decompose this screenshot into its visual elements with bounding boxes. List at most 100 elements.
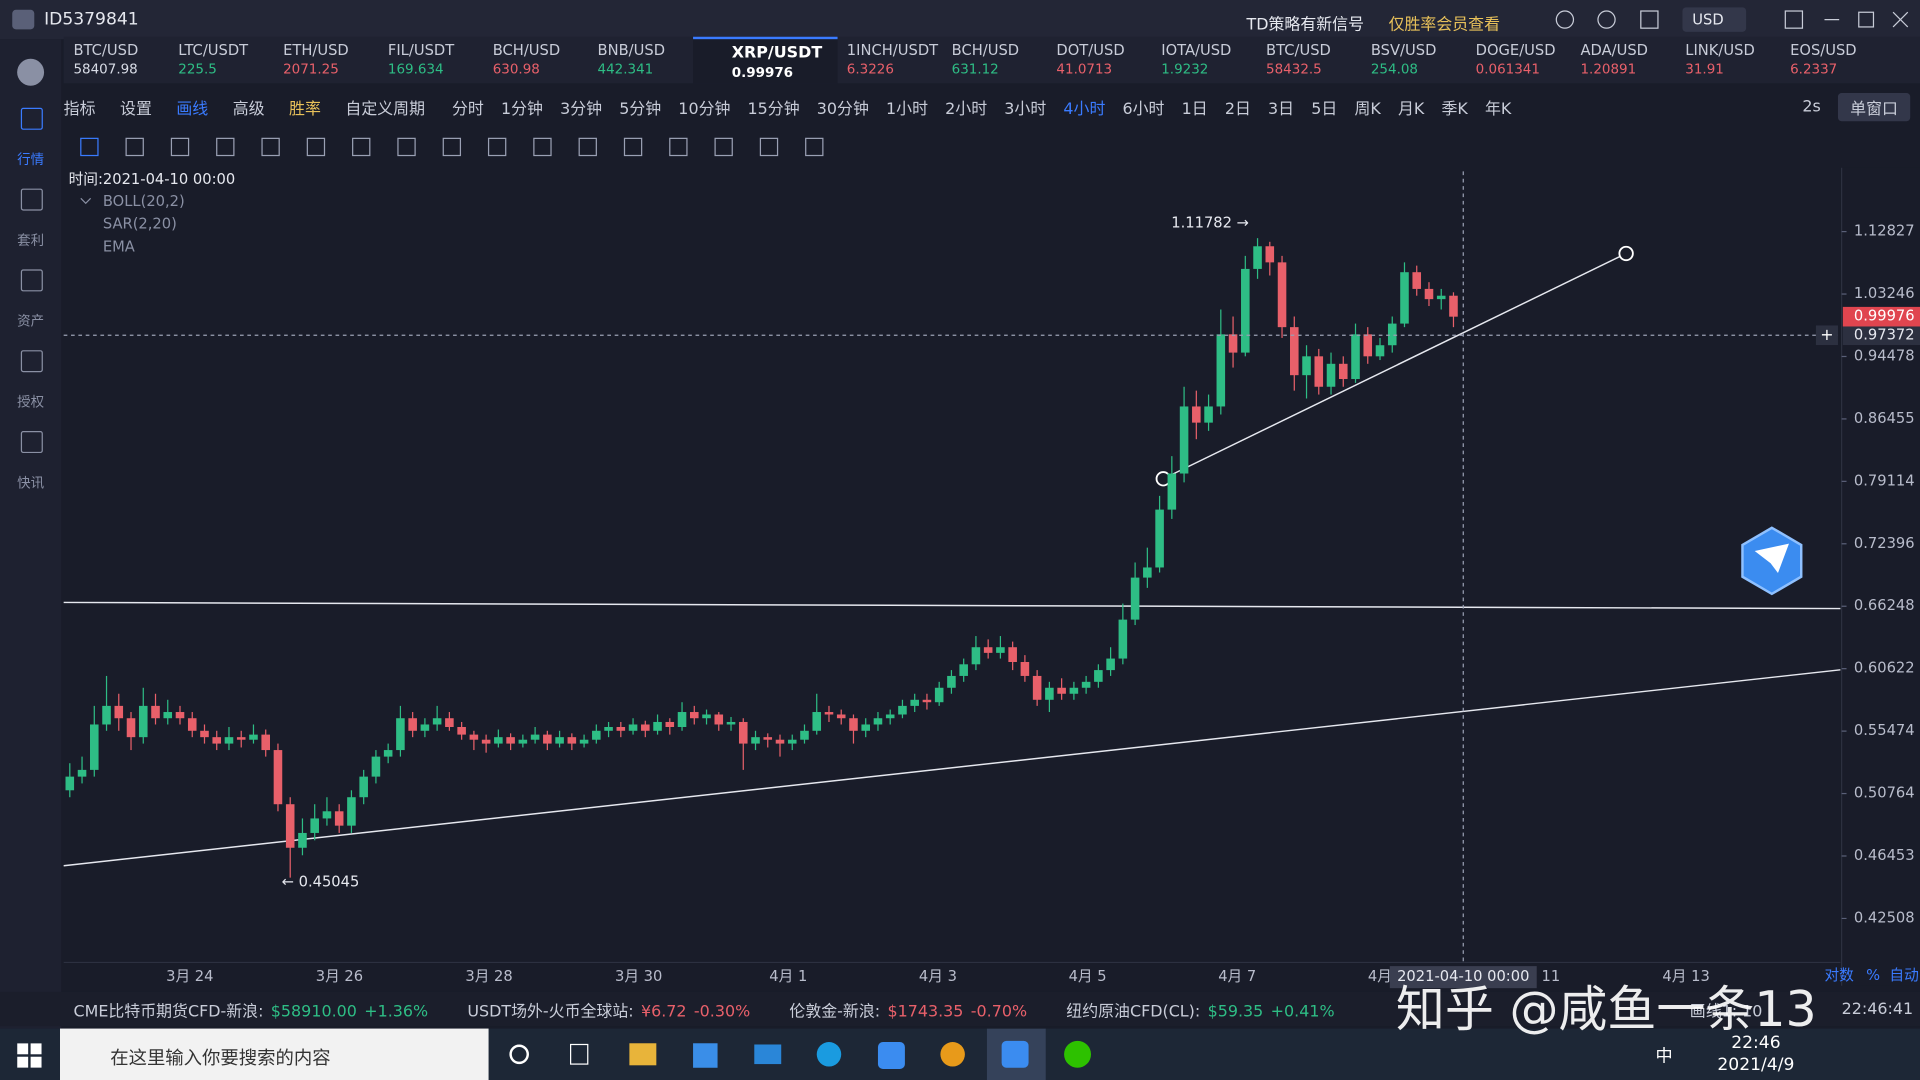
currency-select[interactable]: USD <box>1682 7 1747 32</box>
symbol-tab[interactable]: 1INCH/USDT 6.3226 <box>837 37 942 84</box>
draw-tool[interactable] <box>487 137 507 157</box>
draw-tool[interactable] <box>533 137 552 157</box>
start-button[interactable] <box>17 1043 42 1068</box>
toolbar-right-button[interactable]: 2s <box>1802 97 1821 116</box>
draw-tool[interactable] <box>578 137 597 157</box>
period-button[interactable]: 5日 <box>1311 99 1338 119</box>
close[interactable] <box>1892 11 1909 28</box>
symbol-tab[interactable]: DOT/USD 41.0713 <box>1047 37 1152 84</box>
period-button[interactable]: 3小时 <box>1004 99 1047 119</box>
search-box[interactable] <box>60 1028 489 1080</box>
symbol-tab[interactable]: FIL/USDT 169.634 <box>378 37 483 84</box>
sidebar-icon[interactable] <box>20 431 43 454</box>
add-button[interactable] <box>1815 325 1838 346</box>
draw-tool[interactable] <box>714 137 733 157</box>
toolbar-button[interactable]: 设置 <box>120 99 152 119</box>
sidebar-icon[interactable] <box>20 188 43 211</box>
symbol-tab[interactable]: LTC/USDT 225.5 <box>168 37 273 84</box>
maximize[interactable] <box>1858 11 1875 28</box>
sidebar-label[interactable]: 行情 <box>17 151 45 168</box>
collapse-icon[interactable] <box>80 197 92 205</box>
period-button[interactable]: 周K <box>1354 99 1381 119</box>
bell-icon[interactable] <box>1555 10 1575 29</box>
draw-tool[interactable] <box>125 137 144 157</box>
period-button[interactable]: 15分钟 <box>747 99 800 119</box>
toolbar-button[interactable]: 高级 <box>232 99 265 119</box>
draw-tool[interactable] <box>397 137 416 157</box>
period-button[interactable]: 30分钟 <box>816 99 869 119</box>
period-button[interactable]: 分时 <box>451 99 484 119</box>
period-button[interactable]: 1分钟 <box>500 99 543 119</box>
period-button[interactable]: 5分钟 <box>619 99 662 119</box>
sidebar-label[interactable]: 授权 <box>17 394 45 411</box>
axis-option[interactable]: 自动 <box>1889 967 1918 984</box>
draw-tool[interactable] <box>170 137 190 157</box>
axis-option[interactable]: % <box>1866 967 1880 984</box>
indicator-label[interactable]: EMA <box>103 238 135 255</box>
draw-tool[interactable] <box>352 137 371 157</box>
clock-time[interactable]: 22:46 <box>1731 1033 1781 1054</box>
period-button[interactable]: 季K <box>1441 99 1468 119</box>
symbol-tab[interactable]: BCH/USD 630.98 <box>483 37 588 84</box>
axis-option[interactable]: 对数 <box>1824 967 1854 984</box>
draw-tool[interactable] <box>442 137 462 157</box>
popout-icon[interactable] <box>1784 10 1804 29</box>
symbol-tab[interactable]: BTC/USD 58432.5 <box>1256 37 1361 84</box>
sidebar-label[interactable]: 套利 <box>17 232 45 249</box>
draw-tool[interactable] <box>669 137 688 157</box>
signal[interactable]: TD策略有新信号 <box>1246 15 1365 35</box>
draw-tool[interactable] <box>80 137 99 157</box>
symbol-tab[interactable]: XRP/USDT 0.99976 <box>692 36 838 84</box>
toolbar-button[interactable]: 画线 <box>176 99 209 119</box>
y-tick-label: 0.66248 <box>1854 597 1915 614</box>
period-button[interactable]: 2小时 <box>945 99 988 119</box>
toolbar-button[interactable]: 胜率 <box>289 99 321 119</box>
period-button[interactable]: 4小时 <box>1063 99 1106 119</box>
draw-tool[interactable] <box>261 137 280 157</box>
trendline-handle[interactable] <box>1618 245 1634 262</box>
candle-body <box>1424 288 1434 300</box>
period-button[interactable]: 年K <box>1484 99 1512 119</box>
toolbar-right-button[interactable]: 单窗口 <box>1837 92 1911 121</box>
symbol-tab[interactable]: BNB/USD 442.341 <box>588 37 693 84</box>
ime[interactable]: 中 <box>1655 1046 1673 1067</box>
symbol-tab[interactable]: BSV/USD 254.08 <box>1361 37 1466 84</box>
gift-icon[interactable] <box>1640 10 1659 29</box>
draw-tool[interactable] <box>216 137 235 157</box>
draw-tool[interactable] <box>623 137 643 157</box>
symbol-name: DOT/USD <box>1056 41 1125 59</box>
sidebar-label[interactable]: 快讯 <box>17 475 45 492</box>
symbol-tab[interactable]: ADA/USD 1.20891 <box>1571 37 1676 84</box>
period-button[interactable]: 月K <box>1397 99 1425 119</box>
search-icon[interactable] <box>1597 10 1616 29</box>
draw-tool[interactable] <box>805 137 824 157</box>
period-button[interactable]: 3分钟 <box>560 99 603 119</box>
period-button[interactable]: 3日 <box>1268 99 1295 119</box>
symbol-tab[interactable]: BCH/USD 631.12 <box>942 37 1047 84</box>
period-button[interactable]: 6小时 <box>1122 99 1165 119</box>
indicator-label[interactable]: SAR(2,20) <box>103 216 177 233</box>
period-button[interactable]: 1日 <box>1181 99 1208 119</box>
period-button[interactable]: 1小时 <box>886 99 929 119</box>
period-button[interactable]: 10分钟 <box>678 99 731 119</box>
indicator-label[interactable]: BOLL(20,2) <box>103 193 185 210</box>
symbol-tab[interactable]: ETH/USD 2071.25 <box>273 37 378 84</box>
sidebar-label[interactable]: 资产 <box>17 313 45 330</box>
sidebar-icon[interactable] <box>20 269 43 292</box>
period-button[interactable]: 2日 <box>1224 99 1251 119</box>
candle-body <box>983 647 993 653</box>
sidebar-icon[interactable] <box>20 107 43 130</box>
symbol-tab[interactable]: IOTA/USD 1.9232 <box>1151 37 1256 84</box>
member-link[interactable]: 仅胜率会员查看 <box>1388 15 1501 35</box>
draw-tool[interactable] <box>759 137 779 157</box>
symbol-tab[interactable]: EOS/USD 6.2337 <box>1780 37 1885 84</box>
toolbar-button[interactable]: 自定义周期 <box>345 99 426 119</box>
symbol-tab[interactable]: BTC/USD 58407.98 <box>64 37 169 84</box>
sidebar-icon[interactable] <box>20 350 43 373</box>
clock-date[interactable]: 2021/4/9 <box>1717 1055 1795 1076</box>
toolbar-button[interactable]: 指标 <box>63 99 96 119</box>
draw-tool[interactable] <box>306 137 326 157</box>
search-placeholder[interactable]: 在这里输入你要搜索的内容 <box>110 1046 331 1069</box>
symbol-tab[interactable]: LINK/USD 31.91 <box>1675 37 1780 84</box>
symbol-tab[interactable]: DOGE/USD 0.061341 <box>1466 37 1571 84</box>
